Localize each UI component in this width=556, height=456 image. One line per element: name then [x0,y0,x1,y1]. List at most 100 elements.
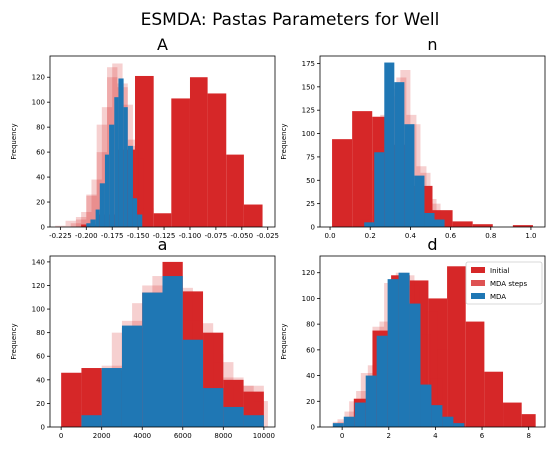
x-tick-label: -0.050 [231,232,254,240]
y-tick-label: 150 [302,83,315,91]
bar-initial [352,111,373,227]
y-tick-label: 120 [32,74,45,82]
bar-mda [376,335,388,427]
bar-mda-step [410,124,421,227]
y-tick-label: 120 [302,269,315,277]
bar-mda [182,339,204,427]
bar-mda [404,124,415,227]
bar-mda [434,219,445,227]
x-tick-label: -0.200 [75,232,98,240]
bar-mda [414,175,425,227]
y-tick-label: 50 [306,177,315,185]
bar-mda [109,124,115,227]
bar-mda [365,375,377,427]
y-tick-label: 60 [36,353,45,361]
bar-mda-step [143,208,154,227]
y-axis-label: Frequency [280,323,288,359]
plot-frame [49,55,276,228]
bar-mda-step [426,311,438,427]
bar-mda-step [419,334,431,427]
bar-mda [162,276,183,427]
bar-mda-step [70,223,82,227]
y-tick-label: 80 [36,124,45,132]
y-tick-label: 60 [36,149,45,157]
x-tick-label: 6 [480,432,485,440]
bar-initial [465,321,485,427]
bar-initial [512,225,533,227]
bar-mda-step [91,179,102,227]
bar-mda-step [132,158,144,227]
legend: Initial MDA steps MDA [465,261,543,305]
bar-mda-step [430,203,441,227]
y-tick-label: 0 [41,224,45,232]
bar-mda [364,222,375,227]
y-tick-label: 25 [306,200,315,208]
bar-mda-step [138,199,149,227]
y-tick-label: 100 [32,99,45,107]
bar-initial [447,266,466,427]
bar-mda-step [75,219,87,227]
bar-mda-step [55,225,66,227]
histogram-bars [55,63,263,228]
axes: 0 2000 4000 6000 8000 10000 0 20 40 60 80 100 120 140 [32,258,275,440]
bar-mda [387,279,399,427]
bar-mda-step [437,349,450,427]
x-tick-label: 1.0 [525,232,536,240]
x-tick-label: 8 [526,432,530,440]
y-tick-label: 60 [306,346,315,354]
bar-mda-step [127,145,139,227]
bar-initial [189,77,208,227]
legend-label-initial: Initial [490,267,509,275]
y-tick-label: 20 [36,199,45,207]
bar-initial [171,98,190,227]
bar-mda [121,325,143,427]
bar-mda [394,82,405,227]
panel-n: n Frequency 0.0 0.2 0.4 0.6 0.8 1.0 0 25 50 75 100… [280,35,546,240]
bar-initial [428,298,448,427]
panel-a-lower: a Frequency 0 2000 4000 6000 8000 10000 0 20 40 6… [10,235,276,440]
bar-mda [243,415,264,427]
x-tick-label: 0 [59,432,63,440]
y-tick-label: 75 [306,153,315,161]
bar-mda [453,423,465,427]
bar-mda [398,272,410,427]
axes: 0.0 0.2 0.4 0.6 0.8 1.0 0 25 50 75 100 125 150 175 [302,60,537,240]
histogram-bars [332,62,533,228]
bar-mda [374,152,385,227]
x-tick-label: 2000 [93,432,111,440]
x-tick-label: -0.150 [127,232,150,240]
bar-initial [243,204,263,227]
panel-a-upper: A Frequency -0.225 -0.200 -0.175 -0.150 -0.1… [10,35,279,240]
bar-mda-step [440,222,451,227]
y-tick-label: 80 [306,321,315,329]
x-tick-label: 4000 [133,432,151,440]
bar-initial [452,221,473,227]
x-tick-label: 0.4 [405,232,417,240]
bar-mda [101,368,122,427]
histogram-bars [61,261,268,427]
bar-mda-step [430,378,443,427]
bar-initial [135,75,154,227]
bar-mda [420,384,432,427]
bar-initial [332,139,353,227]
x-tick-label: 4 [433,432,438,440]
y-tick-label: 0 [311,224,315,232]
bar-mda [431,405,443,427]
bar-mda [137,214,143,227]
bar-mda-step [138,202,149,227]
panel-title: a [158,235,168,254]
bar-mda [99,183,105,227]
bar-mda [442,416,454,427]
bar-initial [503,402,522,427]
x-tick-label: 8000 [214,432,232,440]
legend-swatch-initial [471,267,485,273]
bar-mda [203,388,224,427]
x-tick-label: 0.0 [324,232,335,240]
y-tick-label: 125 [302,107,315,115]
y-tick-label: 40 [36,376,45,384]
x-tick-label: -0.175 [101,232,124,240]
y-tick-label: 80 [36,329,45,337]
bar-mda-step [449,382,462,427]
bar-mda-step [366,215,377,227]
